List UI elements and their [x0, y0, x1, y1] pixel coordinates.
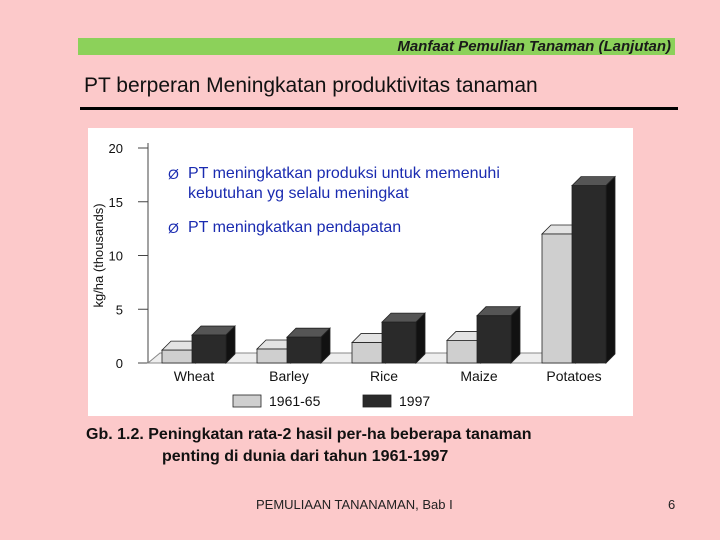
- bar-side: [415, 312, 426, 364]
- bullet-text: PT meningkatkan pendapatan: [188, 219, 402, 236]
- bar-potatoes-1997: [571, 185, 607, 364]
- bullet-list: Ø PT meningkatkan produksi untuk memenuh…: [168, 164, 528, 252]
- caption-line-2: penting di dunia dari tahun 1961-1997: [162, 448, 449, 465]
- bar-chart: kg/ha (thousands) 0 5 10 15 20 Wheat Barley Rice…: [91, 141, 616, 409]
- chart-area: kg/ha (thousands) 0 5 10 15 20 Wheat Barley Rice…: [88, 128, 633, 416]
- bar-wheat-1997: [191, 334, 227, 364]
- figure-caption: Gb. 1.2. Peningkatan rata-2 hasil per-ha…: [86, 424, 646, 468]
- header-banner: Manfaat Pemulian Tanaman (Lanjutan): [78, 38, 675, 55]
- bar-side: [605, 175, 616, 364]
- y-tick-label: 0: [116, 356, 123, 371]
- bar-maize-1961-65: [446, 340, 482, 364]
- legend-swatch: [232, 394, 262, 408]
- bar-barley-1997: [286, 336, 322, 364]
- bullet-arrow-icon: Ø: [168, 166, 179, 182]
- x-tick-label: Barley: [269, 368, 309, 384]
- x-tick-label: Wheat: [174, 368, 215, 384]
- bar-side: [510, 305, 521, 364]
- y-axis-label: kg/ha (thousands): [91, 203, 106, 307]
- bullet-item-1: Ø PT meningkatkan produksi untuk memenuh…: [168, 164, 528, 204]
- legend-label: 1961-65: [269, 393, 321, 409]
- bar-potatoes-1961-65: [541, 233, 577, 364]
- x-tick-label: Potatoes: [546, 368, 601, 384]
- slide-title: PT berperan Meningkatan produktivitas ta…: [84, 74, 538, 97]
- footer-text: PEMULIAAN TANANAMAN, Bab I: [256, 497, 453, 512]
- legend-label: 1997: [399, 393, 430, 409]
- banner-text: Manfaat Pemulian Tanaman (Lanjutan): [397, 38, 671, 55]
- bullet-arrow-icon: Ø: [168, 220, 179, 236]
- y-tick-label: 5: [116, 302, 123, 317]
- page-number: 6: [668, 497, 676, 512]
- legend-swatch: [362, 394, 392, 408]
- bar-rice-1961-65: [351, 342, 387, 364]
- bullet-item-2: Ø PT meningkatkan pendapatan: [168, 218, 528, 238]
- y-tick-label: 10: [109, 249, 123, 264]
- caption-line-1: Gb. 1.2. Peningkatan rata-2 hasil per-ha…: [86, 426, 532, 443]
- y-tick-label: 15: [109, 195, 123, 210]
- x-tick-label: Rice: [370, 368, 398, 384]
- bar-wheat-1961-65: [161, 349, 197, 364]
- x-tick-label: Maize: [460, 368, 498, 384]
- bullet-text: PT meningkatkan produksi untuk memenuhi …: [188, 165, 500, 202]
- y-tick-label: 20: [109, 141, 123, 156]
- bar-maize-1997: [476, 315, 512, 364]
- title-underline: [80, 107, 678, 110]
- bar-rice-1997: [381, 321, 417, 364]
- bar-barley-1961-65: [256, 348, 292, 364]
